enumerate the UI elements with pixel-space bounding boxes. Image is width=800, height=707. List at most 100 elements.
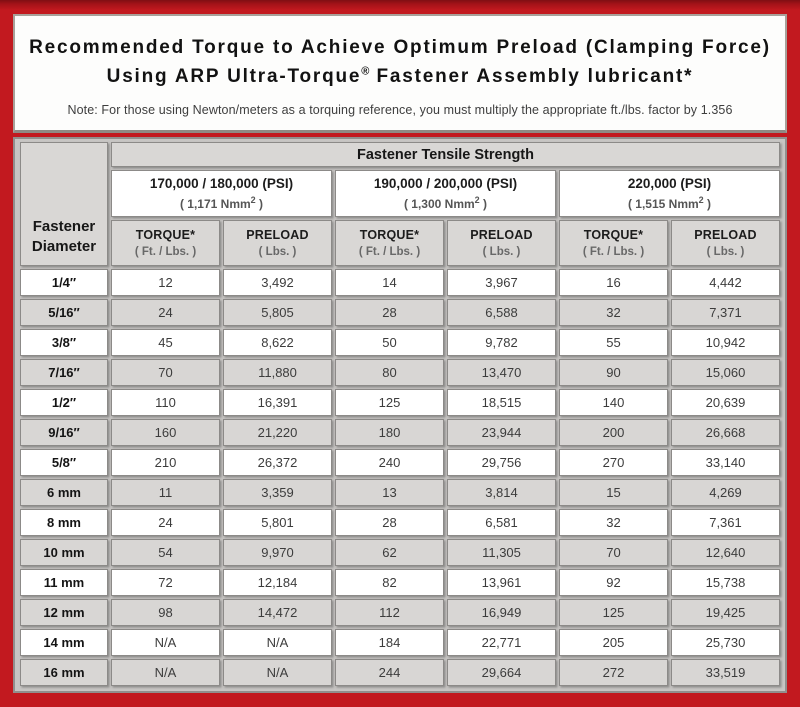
- table-row: 7/16″ 70 11,880 80 13,470 90 15,060: [20, 359, 780, 386]
- value-cell: 92: [559, 569, 668, 596]
- diameter-cell: 14 mm: [20, 629, 108, 656]
- value-cell: 270: [559, 449, 668, 476]
- diameter-cell: 10 mm: [20, 539, 108, 566]
- value-cell: 14,472: [223, 599, 332, 626]
- table-row: 8 mm 24 5,801 28 6,581 32 7,361: [20, 509, 780, 536]
- value-cell: 200: [559, 419, 668, 446]
- corner-header-line-1: Fastener: [32, 218, 96, 235]
- value-cell: 180: [335, 419, 444, 446]
- value-cell: 32: [559, 299, 668, 326]
- value-cell: 125: [559, 599, 668, 626]
- value-cell: 6,581: [447, 509, 556, 536]
- value-cell: 33,140: [671, 449, 780, 476]
- diameter-cell: 12 mm: [20, 599, 108, 626]
- value-cell: 9,970: [223, 539, 332, 566]
- table-row: 3/8″ 45 8,622 50 9,782 55 10,942: [20, 329, 780, 356]
- corner-header-fastener-diameter: Fastener Diameter: [20, 142, 108, 266]
- value-cell: 29,756: [447, 449, 556, 476]
- value-cell: 24: [111, 509, 220, 536]
- diameter-cell: 5/8″: [20, 449, 108, 476]
- value-cell: 25,730: [671, 629, 780, 656]
- value-cell: 244: [335, 659, 444, 686]
- table-row: 11 mm 72 12,184 82 13,961 92 15,738: [20, 569, 780, 596]
- diameter-cell: 11 mm: [20, 569, 108, 596]
- psi-group-label: 170,000 / 180,000 (PSI): [149, 176, 294, 191]
- value-cell: 4,442: [671, 269, 780, 296]
- value-cell: 140: [559, 389, 668, 416]
- value-cell: 13,961: [447, 569, 556, 596]
- value-cell: 24: [111, 299, 220, 326]
- value-cell: 3,492: [223, 269, 332, 296]
- value-cell: 50: [335, 329, 444, 356]
- page-title: Recommended Torque to Achieve Optimum Pr…: [15, 33, 785, 92]
- psi-group-label: 220,000 (PSI): [627, 176, 712, 191]
- psi-group-label: 190,000 / 200,000 (PSI): [373, 176, 518, 191]
- value-cell: 15: [559, 479, 668, 506]
- value-cell: 210: [111, 449, 220, 476]
- value-cell: 6,588: [447, 299, 556, 326]
- psi-group-header-row: 170,000 / 180,000 (PSI) ( 1,171 Nmm2 ) 1…: [20, 170, 780, 217]
- value-cell: N/A: [223, 659, 332, 686]
- diameter-cell: 5/16″: [20, 299, 108, 326]
- psi-group-220: 220,000 (PSI) ( 1,515 Nmm2 ): [559, 170, 780, 217]
- value-cell: 70: [111, 359, 220, 386]
- value-cell: 16,949: [447, 599, 556, 626]
- value-cell: 8,622: [223, 329, 332, 356]
- value-cell: 7,361: [671, 509, 780, 536]
- torque-header-3: TORQUE* ( Ft. / Lbs. ): [559, 220, 668, 266]
- value-cell: 272: [559, 659, 668, 686]
- value-cell: 55: [559, 329, 668, 356]
- value-cell: N/A: [111, 659, 220, 686]
- value-cell: 160: [111, 419, 220, 446]
- diameter-cell: 1/2″: [20, 389, 108, 416]
- value-cell: 45: [111, 329, 220, 356]
- value-cell: 26,372: [223, 449, 332, 476]
- table-row: 14 mm N/A N/A 184 22,771 205 25,730: [20, 629, 780, 656]
- value-cell: 12,184: [223, 569, 332, 596]
- diameter-cell: 3/8″: [20, 329, 108, 356]
- title-line-2-text-end: Fastener Assembly lubricant*: [369, 66, 694, 88]
- table-row: 9/16″ 160 21,220 180 23,944 200 26,668: [20, 419, 780, 446]
- note-text: Note: For those using Newton/meters as a…: [67, 102, 733, 117]
- value-cell: 70: [559, 539, 668, 566]
- value-cell: 28: [335, 299, 444, 326]
- nmm-group-label: ( 1,300 Nmm2 ): [403, 195, 488, 211]
- value-cell: 4,269: [671, 479, 780, 506]
- value-cell: 13: [335, 479, 444, 506]
- value-cell: 11,305: [447, 539, 556, 566]
- table-row: 10 mm 54 9,970 62 11,305 70 12,640: [20, 539, 780, 566]
- value-cell: 18,515: [447, 389, 556, 416]
- value-cell: 14: [335, 269, 444, 296]
- torque-preload-header-row: TORQUE* ( Ft. / Lbs. ) PRELOAD ( Lbs. ) …: [20, 220, 780, 266]
- preload-header-3: PRELOAD ( Lbs. ): [671, 220, 780, 266]
- value-cell: 9,782: [447, 329, 556, 356]
- value-cell: 32: [559, 509, 668, 536]
- torque-table: Fastener Diameter Fastener Tensile Stren…: [17, 139, 783, 689]
- value-cell: 15,060: [671, 359, 780, 386]
- table-row: 5/8″ 210 26,372 240 29,756 270 33,140: [20, 449, 780, 476]
- value-cell: 33,519: [671, 659, 780, 686]
- value-cell: 3,359: [223, 479, 332, 506]
- value-cell: 23,944: [447, 419, 556, 446]
- value-cell: 28: [335, 509, 444, 536]
- psi-group-170-180: 170,000 / 180,000 (PSI) ( 1,171 Nmm2 ): [111, 170, 332, 217]
- value-cell: 62: [335, 539, 444, 566]
- psi-group-190-200: 190,000 / 200,000 (PSI) ( 1,300 Nmm2 ): [335, 170, 556, 217]
- value-cell: 12,640: [671, 539, 780, 566]
- value-cell: 3,814: [447, 479, 556, 506]
- title-box: Recommended Torque to Achieve Optimum Pr…: [13, 14, 787, 133]
- diameter-cell: 1/4″: [20, 269, 108, 296]
- table-row: 1/4″ 12 3,492 14 3,967 16 4,442: [20, 269, 780, 296]
- value-cell: 15,738: [671, 569, 780, 596]
- value-cell: 125: [335, 389, 444, 416]
- value-cell: 22,771: [447, 629, 556, 656]
- registered-trademark-symbol: ®: [361, 66, 370, 79]
- value-cell: 82: [335, 569, 444, 596]
- value-cell: 16,391: [223, 389, 332, 416]
- value-cell: 19,425: [671, 599, 780, 626]
- diameter-cell: 6 mm: [20, 479, 108, 506]
- value-cell: 98: [111, 599, 220, 626]
- value-cell: 110: [111, 389, 220, 416]
- value-cell: 72: [111, 569, 220, 596]
- torque-header-2: TORQUE* ( Ft. / Lbs. ): [335, 220, 444, 266]
